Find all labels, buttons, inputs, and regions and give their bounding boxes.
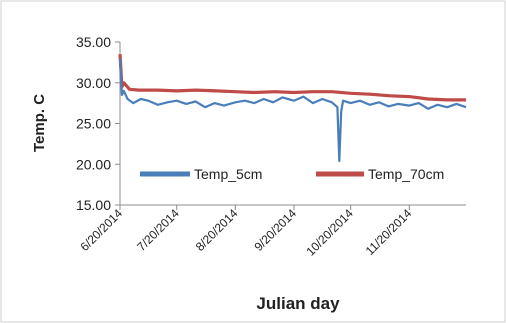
legend-label-temp-5cm: Temp_5cm	[194, 166, 262, 182]
series-lines	[118, 54, 467, 163]
x-axis-title: Julian day	[256, 294, 340, 313]
y-tick-label: 15.00	[76, 197, 111, 213]
y-tick-label: 35.00	[76, 34, 111, 50]
legend: Temp_5cm Temp_70cm	[140, 166, 444, 182]
legend-label-temp-70cm: Temp_70cm	[368, 166, 444, 182]
series-line-temp-70cm	[118, 54, 466, 102]
y-tick-label: 20.00	[76, 156, 111, 172]
series-line-temp-5cm	[118, 58, 467, 163]
y-tick-label: 25.00	[76, 116, 111, 132]
y-axis-title: Temp. C	[31, 94, 48, 152]
y-axis-ticks: 15.00 20.00 25.00 30.00 35.00	[76, 34, 120, 213]
y-tick-label: 30.00	[76, 75, 111, 91]
